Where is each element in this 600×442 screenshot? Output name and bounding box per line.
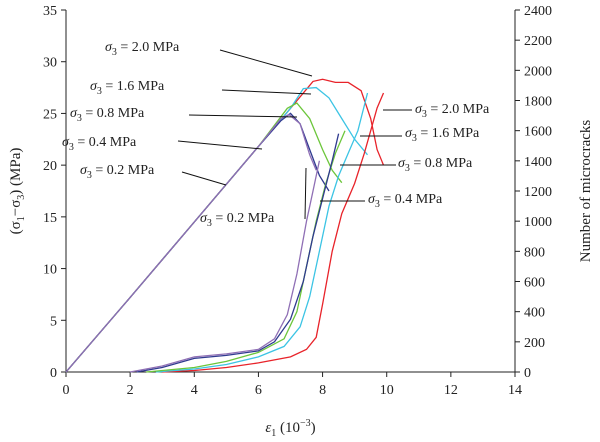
annotation-leader [177,140,263,150]
y-right-tick-label: 200 [524,336,545,351]
y-left-tick-label: 35 [43,4,57,19]
y-left-tick-label: 10 [43,263,57,278]
x-axis-label: ε1 (10−3) [265,418,315,439]
crack-line-series-4 [129,160,321,373]
y-right-tick-label: 2400 [524,4,552,19]
stress-line-series-4 [65,113,317,373]
y-left-tick-label: 0 [50,366,57,381]
annotation-leader [304,167,307,220]
annotation-label: σ3 = 1.6 MPa [90,79,165,97]
y-left-tick-label: 15 [43,211,57,226]
annotation-label: σ3 = 0.8 MPa [70,106,145,124]
annotation-label: σ3 = 2.0 MPa [415,102,490,120]
stress-line-series-1 [65,86,368,373]
y-right-tick-label: 2200 [524,34,552,49]
y-right-tick-label: 0 [524,366,531,381]
y-right-tick-label: 1400 [524,155,552,170]
annotation-leader [181,171,227,186]
x-tick-label: 0 [63,383,70,398]
y-right-tick-label: 1200 [524,185,552,200]
annotation-leader [219,49,313,77]
stress-line-series-3 [65,112,330,373]
annotation-label: σ3 = 0.4 MPa [368,192,443,210]
y-left-tick-label: 30 [43,56,57,71]
annotation-label: σ3 = 0.4 MPa [62,135,137,153]
y-right-tick-label: 2000 [524,64,552,79]
x-tick-label: 10 [380,383,394,398]
crack-line-series-0 [162,92,385,373]
y-right-tick-label: 400 [524,306,545,321]
x-tick-label: 4 [191,383,198,398]
annotation-label: σ3 = 1.6 MPa [405,126,480,144]
annotation-label: σ3 = 2.0 MPa [105,40,180,58]
annotation-label: σ3 = 0.2 MPa [200,211,275,229]
y-left-tick-label: 5 [50,314,57,329]
x-tick-label: 6 [255,383,262,398]
y-right-tick-label: 600 [524,276,545,291]
x-tick-label: 8 [319,383,326,398]
crack-line-series-1 [155,92,369,373]
x-tick-label: 2 [127,383,134,398]
x-tick-label: 14 [508,383,522,398]
crack-line-series-3 [136,133,340,373]
annotation-label: σ3 = 0.2 MPa [80,163,155,181]
y-right-tick-label: 1600 [524,125,552,140]
y-right-tick-label: 1000 [524,215,552,230]
y-left-tick-label: 20 [43,159,57,174]
annotation-leader [188,114,298,118]
y-right-tick-label: 800 [524,245,545,260]
y-right-tick-label: 1800 [524,95,552,110]
y-left-axis-label: (σ1−σ3) (MPa) [8,148,27,235]
annotation-leader [221,89,312,95]
x-tick-label: 12 [444,383,458,398]
annotation-label: σ3 = 0.8 MPa [398,156,473,174]
y-right-axis-label: Number of microcracks [578,120,594,263]
y-left-tick-label: 25 [43,107,57,122]
